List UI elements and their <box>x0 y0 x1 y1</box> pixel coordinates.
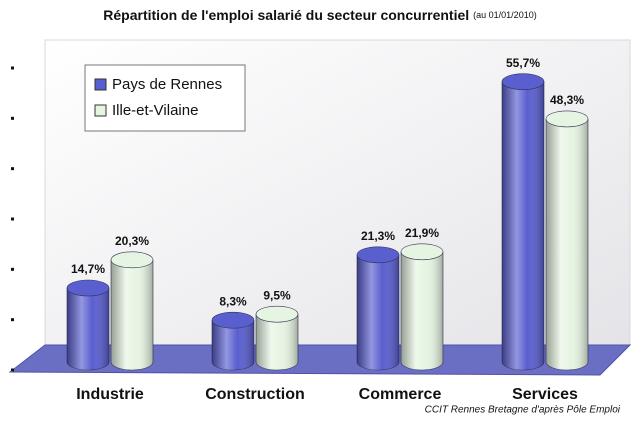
chart-subtitle: (au 01/01/2010) <box>473 10 537 20</box>
x-tick-label: Services <box>512 386 578 403</box>
chart-title: Répartition de l'emploi salarié du secte… <box>103 7 469 23</box>
bar-top <box>110 251 154 269</box>
legend <box>84 64 246 132</box>
bar-shade <box>357 254 399 370</box>
value-label: 9,5% <box>263 288 291 302</box>
y-tick <box>11 368 14 372</box>
legend-label: Ille-et-Vilaine <box>112 102 198 119</box>
y-tick <box>11 167 14 171</box>
y-tick <box>11 66 14 70</box>
bar-shade <box>111 259 153 370</box>
source: CCIT Rennes Bretagne d'après Pôle Emploi <box>425 405 621 416</box>
bar-top <box>356 246 400 264</box>
bar-shade <box>67 288 109 370</box>
value-label: 21,3% <box>361 229 395 243</box>
bar-top <box>255 305 299 323</box>
value-label: 14,7% <box>71 262 105 276</box>
bar-shade <box>546 118 588 370</box>
value-label: 48,3% <box>550 93 584 107</box>
floor <box>8 344 632 376</box>
y-tick <box>11 116 14 120</box>
value-label: 20,3% <box>115 234 149 248</box>
value-label: 55,7% <box>506 56 540 70</box>
bar-shade <box>212 320 254 370</box>
bar-shade <box>256 314 298 370</box>
bar-top <box>66 279 110 297</box>
bar-top <box>211 311 255 329</box>
x-tick-label: Commerce <box>359 386 442 403</box>
legend-label: Pays de Rennes <box>112 76 222 93</box>
chart-title-line: Répartition de l'emploi salarié du secte… <box>103 7 536 23</box>
bar-top <box>501 73 545 90</box>
bar-shade <box>401 251 443 370</box>
bar-shade <box>502 81 544 370</box>
legend-swatch <box>94 78 107 91</box>
y-tick <box>11 267 14 271</box>
value-label: 21,9% <box>405 226 439 240</box>
x-tick-label: Industrie <box>76 386 144 403</box>
bar-top <box>545 110 589 128</box>
y-tick <box>11 318 14 322</box>
legend-swatch <box>94 104 107 117</box>
y-tick <box>11 217 14 221</box>
value-label: 8,3% <box>219 294 247 308</box>
x-tick-label: Construction <box>205 386 305 403</box>
bar-top <box>400 243 444 261</box>
